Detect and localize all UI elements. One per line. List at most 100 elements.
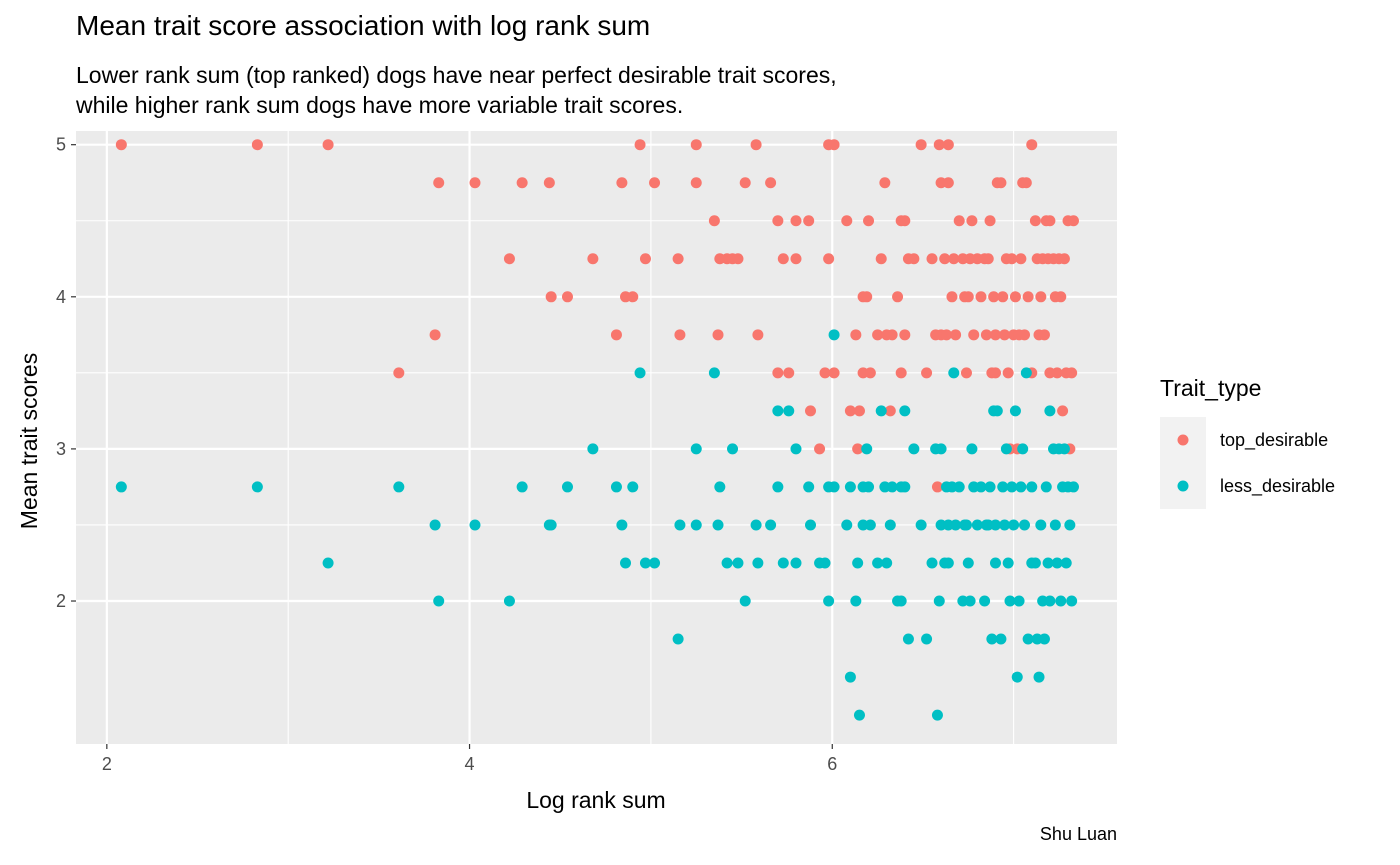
point-less-desirable (902, 633, 914, 645)
point-less-desirable (931, 709, 943, 721)
point-less-desirable (964, 595, 976, 607)
point-less-desirable (634, 367, 646, 379)
point-less-desirable (960, 519, 972, 531)
point-less-desirable (627, 481, 639, 493)
point-less-desirable (712, 519, 724, 531)
point-top-desirable (777, 253, 789, 265)
legend-label-less-desirable: less_desirable (1220, 476, 1335, 497)
point-top-desirable (503, 253, 515, 265)
point-top-desirable (968, 329, 980, 341)
point-less-desirable (516, 481, 528, 493)
point-top-desirable (732, 253, 744, 265)
point-top-desirable (649, 177, 661, 189)
point-less-desirable (765, 519, 777, 531)
y-tick-label: 3 (56, 439, 66, 459)
point-top-desirable (1009, 291, 1021, 303)
point-top-desirable (1006, 253, 1018, 265)
point-less-desirable (772, 405, 784, 417)
point-less-desirable (895, 595, 907, 607)
point-less-desirable (727, 443, 739, 455)
point-less-desirable (469, 519, 481, 531)
point-top-desirable (942, 139, 954, 151)
point-top-desirable (982, 253, 994, 265)
point-top-desirable (115, 139, 127, 151)
point-less-desirable (674, 519, 686, 531)
point-less-desirable (690, 519, 702, 531)
point-top-desirable (819, 367, 831, 379)
point-less-desirable (852, 557, 864, 569)
point-less-desirable (1035, 519, 1047, 531)
point-top-desirable (1044, 215, 1056, 227)
point-top-desirable (433, 177, 445, 189)
point-less-desirable (850, 595, 862, 607)
point-less-desirable (503, 595, 515, 607)
point-top-desirable (823, 253, 835, 265)
point-top-desirable (393, 367, 405, 379)
point-less-desirable (639, 557, 651, 569)
point-less-desirable (989, 519, 1001, 531)
point-top-desirable (984, 215, 996, 227)
point-top-desirable (966, 215, 978, 227)
point-top-desirable (828, 367, 840, 379)
point-less-desirable (1044, 595, 1056, 607)
point-top-desirable (1051, 367, 1063, 379)
point-less-desirable (783, 405, 795, 417)
point-less-desirable (1064, 519, 1076, 531)
point-less-desirable (777, 557, 789, 569)
point-less-desirable (986, 633, 998, 645)
point-less-desirable (1058, 443, 1070, 455)
point-top-desirable (915, 139, 927, 151)
point-top-desirable (995, 177, 1007, 189)
point-less-desirable (1040, 481, 1052, 493)
point-top-desirable (1058, 253, 1070, 265)
x-tick-label: 6 (827, 754, 837, 774)
point-less-desirable (942, 557, 954, 569)
point-top-desirable (251, 139, 263, 151)
point-top-desirable (587, 253, 599, 265)
point-top-desirable (899, 329, 911, 341)
point-top-desirable (931, 481, 943, 493)
point-less-desirable (971, 519, 983, 531)
point-top-desirable (939, 253, 951, 265)
point-top-desirable (752, 329, 764, 341)
y-axis: 2 3 4 5 (56, 135, 76, 611)
point-less-desirable (1051, 557, 1063, 569)
point-less-desirable (823, 595, 835, 607)
point-less-desirable (690, 443, 702, 455)
point-top-desirable (975, 291, 987, 303)
point-top-desirable (690, 139, 702, 151)
point-less-desirable (429, 519, 441, 531)
point-top-desirable (1020, 177, 1032, 189)
point-less-desirable (433, 595, 445, 607)
point-less-desirable (649, 557, 661, 569)
point-top-desirable (921, 367, 933, 379)
plot-panel (76, 131, 1117, 744)
point-top-desirable (765, 177, 777, 189)
point-less-desirable (1019, 519, 1031, 531)
point-less-desirable (921, 633, 933, 645)
point-top-desirable (884, 405, 896, 417)
point-top-desirable (828, 139, 840, 151)
chart-title: Mean trait score association with log ra… (76, 10, 651, 41)
point-top-desirable (739, 177, 751, 189)
point-less-desirable (750, 519, 762, 531)
point-less-desirable (393, 481, 405, 493)
point-top-desirable (1015, 253, 1027, 265)
point-top-desirable (850, 329, 862, 341)
point-less-desirable (899, 481, 911, 493)
point-less-desirable (803, 481, 815, 493)
legend-label-top-desirable: top_desirable (1220, 430, 1328, 451)
point-top-desirable (772, 367, 784, 379)
point-top-desirable (1026, 139, 1038, 151)
point-top-desirable (960, 367, 972, 379)
point-top-desirable (989, 329, 1001, 341)
point-top-desirable (980, 329, 992, 341)
point-less-desirable (995, 633, 1007, 645)
data-points (115, 139, 1079, 721)
point-less-desirable (984, 481, 996, 493)
x-axis-label: Log rank sum (526, 787, 665, 813)
point-top-desirable (879, 177, 891, 189)
point-top-desirable (634, 139, 646, 151)
point-less-desirable (979, 595, 991, 607)
point-less-desirable (790, 557, 802, 569)
